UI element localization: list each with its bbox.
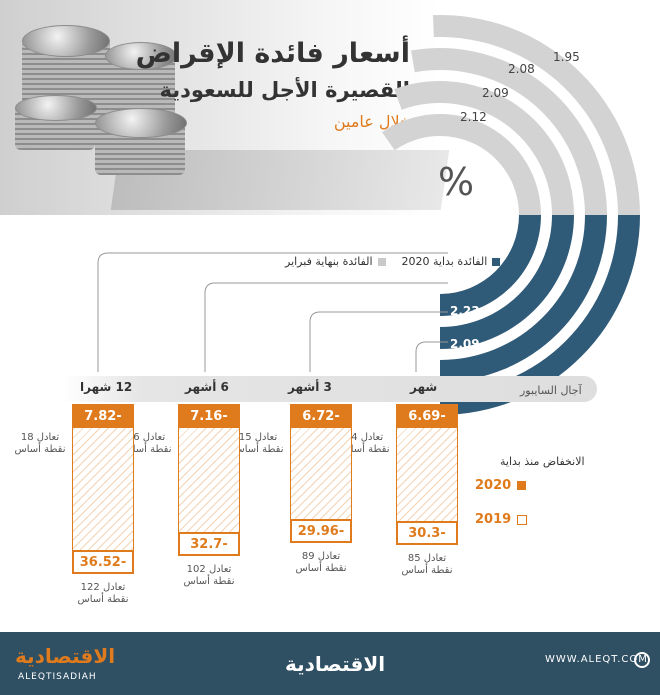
arc-label-start2020: 2.30: [450, 239, 480, 253]
decline-year-2019: 2019: [475, 512, 512, 527]
decline-column: [178, 404, 240, 557]
decline-legend-2019: 2019: [475, 512, 528, 527]
arc-start2020-1: [440, 215, 607, 382]
value-2019: 36.52-: [72, 550, 134, 574]
arc-endfeb-1: [411, 48, 607, 216]
tenor-axis-band: [62, 376, 597, 402]
legend-swatch-gray: [377, 257, 386, 266]
arc-start2020-2: [440, 215, 574, 349]
tenor-label-3m: 3 أشهر: [288, 380, 332, 394]
value-2019: 32.7-: [178, 532, 240, 557]
legend-item-endfeb: الفائدة بنهاية فبراير: [285, 255, 386, 268]
percent-symbol: %: [438, 160, 475, 204]
decline-swatch-2020: [517, 481, 527, 490]
footer-website: WWW.ALEQT.COM: [545, 654, 648, 665]
arc-endfeb-0: [433, 15, 640, 216]
arc-label-start2020: 2.25: [450, 272, 480, 286]
note-2019: تعادل 122 نقطة أساس: [77, 582, 129, 605]
title-line-3: خلال عامين: [333, 112, 410, 131]
title-line-1: أسعار فائدة الإقراض: [135, 38, 410, 69]
arc-label-start2020: 2.09: [450, 337, 480, 351]
decline-column: [72, 404, 134, 574]
background-photo: [0, 0, 450, 215]
legend-label-start2020: الفائدة بداية 2020: [401, 255, 488, 268]
arc-label-start2020: 2.23: [450, 304, 480, 318]
footer-logo-center: الاقتصادية: [285, 652, 386, 676]
coin-image: [95, 108, 187, 138]
axis-label: آجال السايبور: [520, 384, 582, 397]
connector-line: [204, 282, 448, 372]
note-2020: تعادل 18 نقطة أساس: [14, 432, 66, 455]
coin-image: [15, 95, 97, 121]
tenor-label-1m: شهر: [410, 380, 438, 394]
legend-swatch-navy: [492, 257, 501, 266]
decline-legend-2020: 2020: [475, 478, 527, 493]
decline-title: الانخفاض منذ بداية: [500, 455, 585, 468]
decline-swatch-2019: [517, 514, 528, 525]
arc-endfeb-3: [382, 113, 541, 215]
arc-label-endfeb: 2.12: [460, 110, 487, 124]
arc-endfeb-2: [394, 81, 574, 215]
note-2020: تعادل 15 نقطة أساس: [232, 432, 284, 455]
value-2020: 7.82-: [72, 404, 134, 428]
footer-logo-left-sub: ALEQTISADIAH: [18, 672, 97, 682]
connector-line: [97, 252, 448, 372]
value-2020: 6.69-: [396, 404, 458, 428]
arc-start2020-3: [440, 215, 541, 316]
legend-item-start2020: الفائدة بداية 2020: [402, 255, 501, 268]
footer-bar: الاقتصادية ALEQTISADIAH الاقتصادية WWW.A…: [0, 632, 660, 695]
website-icon: [634, 652, 650, 668]
coin-image: [105, 42, 177, 70]
note-2019: تعادل 85 نقطة أساس: [401, 553, 453, 577]
legend-label-endfeb: الفائدة بنهاية فبراير: [285, 255, 373, 268]
tenor-label-12m: 12 شهرا: [80, 380, 133, 394]
arc-label-endfeb: 2.09: [482, 86, 509, 100]
connector-line: [309, 311, 448, 372]
value-2019: 29.96-: [290, 519, 352, 544]
connector-line: [415, 341, 448, 372]
note-2019: تعادل 102 نقطة أساس: [183, 564, 235, 588]
arc-label-endfeb: 1.95: [553, 50, 580, 64]
decline-year-2020: 2020: [475, 478, 512, 493]
tenor-label-6m: 6 أشهر: [185, 380, 229, 394]
note-2019: تعادل 89 نقطة أساس: [295, 551, 347, 575]
arc-label-endfeb: 2.08: [508, 62, 535, 76]
title-line-2: القصيرة الأجل للسعودية: [159, 78, 410, 102]
coin-image: [22, 25, 110, 57]
value-2020: 7.16-: [178, 404, 240, 428]
value-2020: 6.72-: [290, 404, 352, 428]
footer-logo-left: الاقتصادية: [15, 644, 116, 668]
legend: الفائدة بداية 2020 الفائدة بنهاية فبراير: [285, 255, 501, 268]
value-2019: 30.3-: [396, 521, 458, 546]
